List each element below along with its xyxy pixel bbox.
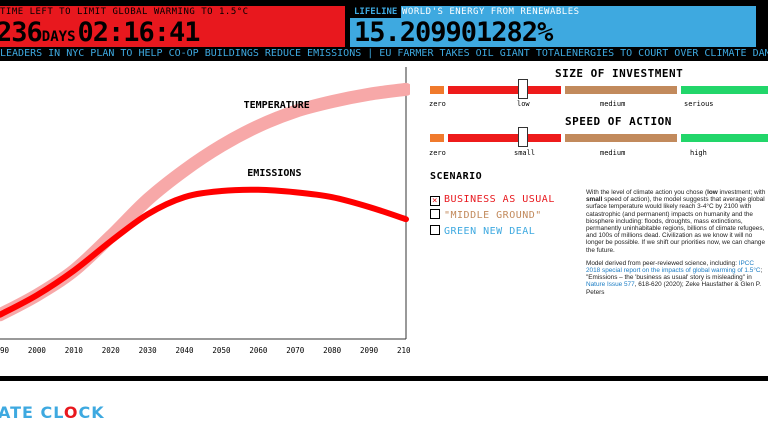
series-label-emissions: EMISSIONS [247, 168, 301, 179]
x-tick-label: 2100 [397, 346, 410, 355]
x-tick-label: 2050 [212, 346, 231, 355]
desc-text: , 618-620 (2020); Zeke Hausfather & Glen… [586, 281, 762, 296]
series-line-emissions [0, 186, 409, 318]
unchecked-checkbox-icon[interactable] [430, 209, 440, 219]
x-tick-label: 1990 [0, 346, 10, 355]
speed-seg-medium[interactable] [565, 134, 677, 142]
logo-text: ATE CL [0, 403, 64, 422]
speed-slider-handle[interactable] [518, 127, 528, 147]
scenario-option-label: GREEN NEW DEAL [444, 226, 536, 237]
desc-text: With the level of climate action you cho… [586, 189, 708, 196]
unchecked-checkbox-icon[interactable] [430, 225, 440, 235]
lifeline-panel[interactable]: LIFELINE WORLD'S ENERGY FROM RENEWABLES … [350, 6, 756, 47]
deadline-years-days: 236 [0, 17, 43, 47]
deadline-days-label: DAYS [41, 29, 76, 45]
scenario-description: With the level of climate action you cho… [586, 189, 768, 302]
scenario-option-middle-ground[interactable]: "MIDDLE GROUND" [430, 209, 542, 221]
lifeline-value: 15.209901282% [354, 17, 553, 47]
scenario-option-green-new-deal[interactable]: GREEN NEW DEAL [430, 225, 535, 237]
description-sources: Model derived from peer-reviewed science… [586, 260, 768, 296]
desc-text: speed of action), the model suggests tha… [586, 196, 766, 254]
investment-seg-medium[interactable] [565, 86, 677, 94]
deadline-counter: 236DAYS02:16:41 [0, 17, 201, 47]
investment-label-low: low [517, 100, 530, 108]
investment-title: SIZE OF INVESTMENT [555, 67, 684, 80]
x-tick-label: 2000 [28, 346, 47, 355]
investment-slider-handle[interactable] [518, 79, 528, 99]
x-tick-label: 2080 [323, 346, 342, 355]
speed-label-small: small [514, 149, 536, 157]
investment-label-medium: medium [600, 100, 626, 108]
speed-label-high: high [690, 149, 707, 157]
deadline-clock: 02:16:41 [77, 17, 201, 47]
news-ticker[interactable]: LEADERS IN NYC PLAN TO HELP CO-OP BUILDI… [0, 47, 768, 61]
investment-label-serious: serious [684, 100, 714, 108]
speed-label-zero: zero [429, 149, 446, 157]
investment-seg-low[interactable] [448, 86, 561, 94]
investment-seg-serious[interactable] [681, 86, 768, 94]
desc-text: Model derived from peer-reviewed science… [586, 259, 739, 267]
investment-label-zero: zero [429, 100, 446, 108]
desc-text: ; "Emissions – the 'business as usual' s… [586, 267, 763, 282]
scenario-option-business-as-usual[interactable]: × BUSINESS AS USUAL [430, 194, 555, 206]
panel-bottom-border [0, 376, 768, 381]
speed-title: SPEED OF ACTION [565, 115, 672, 128]
x-tick-label: 2030 [139, 346, 158, 355]
climate-clock-logo[interactable]: ATE CLOCK [0, 403, 105, 422]
ipcc-report-link[interactable]: IPCC 2018 special report on the impacts … [586, 259, 761, 275]
desc-investment-level: low [707, 189, 718, 196]
checked-checkbox-icon[interactable]: × [430, 196, 440, 206]
x-tick-label: 2060 [249, 346, 268, 355]
deadline-panel[interactable]: TIME LEFT TO LIMIT GLOBAL WARMING TO 1.5… [0, 6, 345, 47]
speed-seg-small[interactable] [448, 134, 561, 142]
ticker-text: LEADERS IN NYC PLAN TO HELP CO-OP BUILDI… [0, 48, 768, 59]
speed-seg-zero[interactable] [430, 134, 444, 142]
logo-clock-icon: O [63, 403, 79, 422]
investment-seg-zero[interactable] [430, 86, 444, 94]
x-tick-label: 2090 [360, 346, 379, 355]
desc-speed-level: small [586, 196, 603, 204]
series-label-temperature: TEMPERATURE [244, 100, 310, 111]
chart-svg: TEMPERATURE EMISSIONS 1990 2000 2010 2020 2030… [0, 67, 416, 374]
nature-article-link[interactable]: Nature Issue 577 [586, 281, 635, 289]
x-tick-label: 2070 [286, 346, 305, 355]
desc-text: investment; with [717, 189, 766, 196]
climate-chart: TEMPERATURE EMISSIONS 1990 2000 2010 2020 2030… [0, 62, 416, 374]
x-tick-label: 2040 [176, 346, 195, 355]
scenario-title: SCENARIO [430, 171, 483, 182]
x-tick-label: 2020 [102, 346, 121, 355]
lifeline-tag: LIFELINE [350, 6, 402, 18]
description-outcome: With the level of climate action you cho… [586, 189, 768, 254]
speed-label-medium: medium [600, 149, 626, 157]
scenario-option-label: "MIDDLE GROUND" [444, 210, 542, 221]
top-banner: TIME LEFT TO LIMIT GLOBAL WARMING TO 1.5… [0, 0, 768, 47]
logo-text: CK [78, 403, 105, 422]
x-tick-label: 2010 [65, 346, 84, 355]
scenario-option-label: BUSINESS AS USUAL [444, 194, 555, 205]
deadline-label: TIME LEFT TO LIMIT GLOBAL WARMING TO 1.5… [0, 7, 249, 17]
speed-seg-high[interactable] [681, 134, 768, 142]
lifeline-label: WORLD'S ENERGY FROM RENEWABLES [402, 7, 580, 17]
